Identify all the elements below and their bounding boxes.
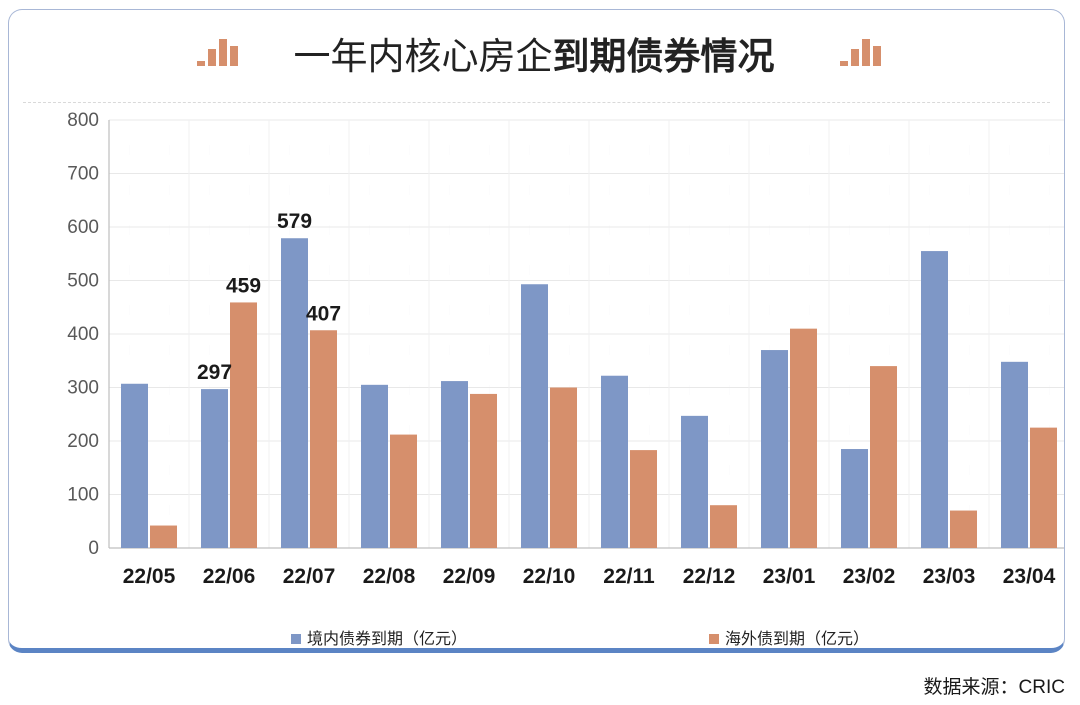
svg-text:0: 0 bbox=[88, 538, 99, 559]
svg-text:22/05: 22/05 bbox=[123, 565, 176, 588]
svg-text:297: 297 bbox=[197, 361, 232, 384]
svg-text:22/08: 22/08 bbox=[363, 565, 416, 588]
svg-text:459: 459 bbox=[226, 274, 261, 297]
svg-text:23/04: 23/04 bbox=[1003, 565, 1056, 588]
svg-text:22/09: 22/09 bbox=[443, 565, 496, 588]
svg-text:22/11: 22/11 bbox=[603, 565, 655, 588]
svg-text:300: 300 bbox=[67, 378, 99, 399]
svg-text:22/10: 22/10 bbox=[523, 565, 576, 588]
svg-text:22/12: 22/12 bbox=[683, 565, 736, 588]
svg-text:800: 800 bbox=[67, 110, 99, 131]
svg-text:400: 400 bbox=[67, 324, 99, 345]
svg-text:200: 200 bbox=[67, 431, 99, 452]
svg-text:579: 579 bbox=[277, 210, 312, 233]
svg-text:100: 100 bbox=[67, 485, 99, 506]
svg-text:700: 700 bbox=[67, 164, 99, 185]
svg-text:500: 500 bbox=[67, 271, 99, 292]
svg-text:23/01: 23/01 bbox=[763, 565, 816, 588]
svg-text:407: 407 bbox=[306, 302, 341, 325]
svg-text:22/06: 22/06 bbox=[203, 565, 256, 588]
svg-text:22/07: 22/07 bbox=[283, 565, 336, 588]
svg-text:23/03: 23/03 bbox=[923, 565, 976, 588]
svg-text:600: 600 bbox=[67, 217, 99, 238]
svg-text:23/02: 23/02 bbox=[843, 565, 896, 588]
